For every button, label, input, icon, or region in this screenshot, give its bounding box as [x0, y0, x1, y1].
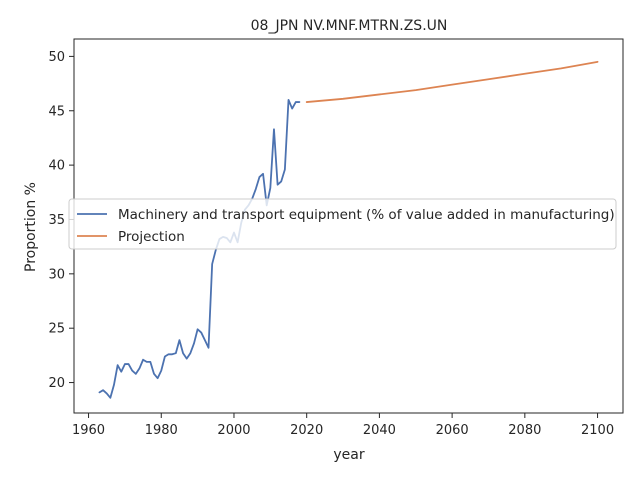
- y-tick-label: 40: [48, 159, 65, 174]
- legend-label: Machinery and transport equipment (% of …: [118, 207, 615, 223]
- x-axis: 1960 1980 2000 2020 2040 2060 2080 2100: [72, 413, 614, 438]
- x-tick-label: 2040: [363, 423, 396, 438]
- y-tick-label: 30: [48, 267, 65, 282]
- legend-label: Projection: [118, 229, 185, 245]
- y-tick-label: 20: [48, 376, 65, 391]
- y-axis: 20 25 30 35 40 45 50: [48, 50, 74, 391]
- x-axis-label: year: [333, 447, 364, 463]
- legend-box: [68, 198, 617, 250]
- y-tick-label: 45: [48, 104, 65, 119]
- y-tick-label: 50: [48, 50, 65, 65]
- y-tick-label: 25: [48, 322, 65, 337]
- y-tick-label: 35: [48, 213, 65, 228]
- x-tick-label: 1960: [72, 423, 105, 438]
- chart-title: 08_JPN NV.MNF.MTRN.ZS.UN: [251, 18, 448, 34]
- legend: Machinery and transport equipment (% of …: [68, 198, 617, 250]
- x-tick-label: 2100: [581, 423, 614, 438]
- x-tick-label: 2060: [436, 423, 469, 438]
- x-tick-label: 2000: [217, 423, 250, 438]
- series-line-projection: [305, 60, 599, 103]
- x-tick-label: 2080: [508, 423, 541, 438]
- x-tick-label: 1980: [145, 423, 178, 438]
- y-axis-label: Proportion %: [23, 182, 39, 272]
- x-tick-label: 2020: [290, 423, 323, 438]
